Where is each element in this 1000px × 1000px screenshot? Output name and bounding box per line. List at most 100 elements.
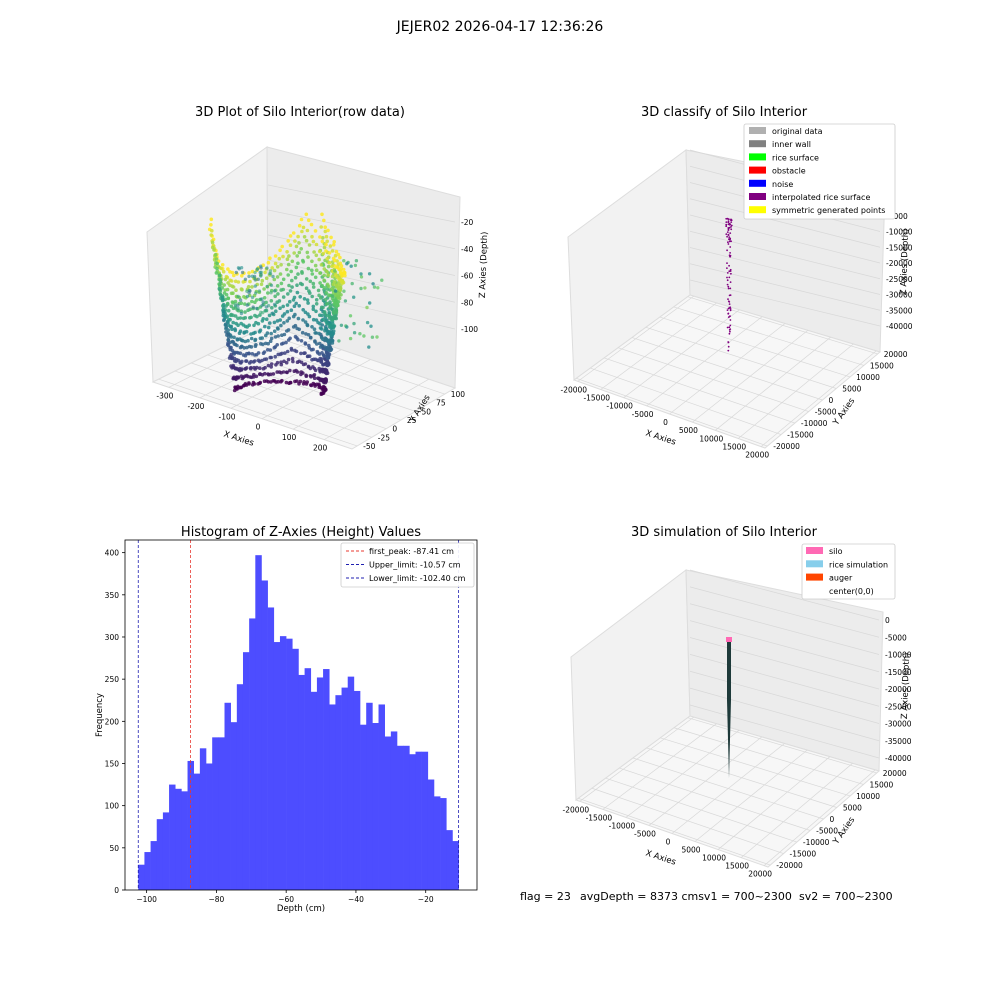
data-point [250,295,255,300]
data-point [729,238,731,241]
data-point [261,300,265,304]
data-point [311,304,316,309]
data-point [342,259,346,263]
grid-line [689,279,881,327]
data-point [727,307,730,310]
data-point [317,331,321,336]
data-point [253,344,258,349]
data-point [256,358,261,363]
histogram-bar [298,674,305,890]
data-point [287,316,292,321]
data-point [273,335,278,339]
data-point [330,307,334,311]
data-point [313,384,317,388]
data-point [727,233,730,236]
histogram-bar [286,638,293,890]
data-point [274,363,278,367]
data-point [270,311,274,316]
data-point [318,235,322,239]
data-point [323,225,328,229]
data-point [253,300,257,305]
data-point [318,271,322,275]
data-point [306,301,310,305]
x-tick-label: -20000 [561,385,588,394]
legend-item: original data [772,127,823,136]
x-tick-label: 200 [313,444,328,453]
data-point [299,351,303,356]
data-point [247,271,251,275]
data-point [314,268,319,273]
data-point [306,312,310,316]
grid-line [591,787,784,854]
histogram-bar [218,737,225,890]
data-point [240,274,244,278]
y-tick-label: 25 [407,416,417,425]
grid-line [689,670,880,724]
data-point [729,252,731,254]
data-point [343,299,348,303]
data-point [237,267,241,271]
legend-frame [743,123,896,220]
data-point [272,320,277,325]
data-point [256,277,260,281]
data-point [372,285,377,289]
y-tick-label: -15000 [790,850,817,859]
data-point [247,361,252,365]
data-point [305,322,310,327]
data-point [322,245,327,250]
data-point [268,348,273,352]
x-axis-label: X Axies [644,848,677,867]
data-point [268,256,272,261]
data-point [269,365,274,369]
data-point [729,306,732,309]
x-tick-label: −20 [418,895,434,904]
data-point [266,363,271,368]
legend-swatch [749,166,766,174]
legend-item: Upper_limit: -10.57 cm [369,561,461,570]
legend-item: Lower_limit: -102.40 cm [369,574,466,583]
data-point [323,297,328,302]
data-point [352,321,356,326]
data-point [302,297,307,301]
grid-line [687,717,877,774]
panel-3d-classify: 3D classify of Silo Interior -20000-1500… [561,105,913,460]
data-point [311,365,315,369]
grid-line [689,569,880,621]
data-point [730,221,733,224]
data-point [223,277,228,282]
data-point [286,292,290,296]
data-point [365,305,369,310]
data-point [728,294,731,297]
data-point [728,326,731,329]
legend: silo rice simulation auger center(0,0) [801,543,896,600]
data-point [283,351,287,355]
y-tick-label: 100 [451,390,466,399]
grid-line [267,184,456,223]
data-point [263,270,267,275]
data-point [725,221,728,224]
x-tick-label: 15000 [725,862,749,871]
histogram-bar [206,763,213,890]
data-point [292,251,297,255]
data-point [250,383,255,387]
x-tick-label: -10000 [609,821,636,830]
histogram-bar [236,684,244,890]
data-point [293,348,297,353]
data-point [233,342,238,347]
data-point [253,278,257,282]
data-point [209,233,213,237]
data-point [236,316,240,321]
data-point [253,338,257,343]
data-point [322,278,326,283]
data-point [305,380,310,384]
data-point [238,345,243,350]
y-tick-label: -5000 [815,408,837,417]
data-point [308,279,313,284]
data-point [230,300,235,304]
data-point [290,285,294,289]
data-point [307,289,311,293]
data-point [334,249,339,254]
data-point [261,351,266,356]
data-point [275,275,280,279]
panel-3d-classify-title: 3D classify of Silo Interior [641,105,808,120]
